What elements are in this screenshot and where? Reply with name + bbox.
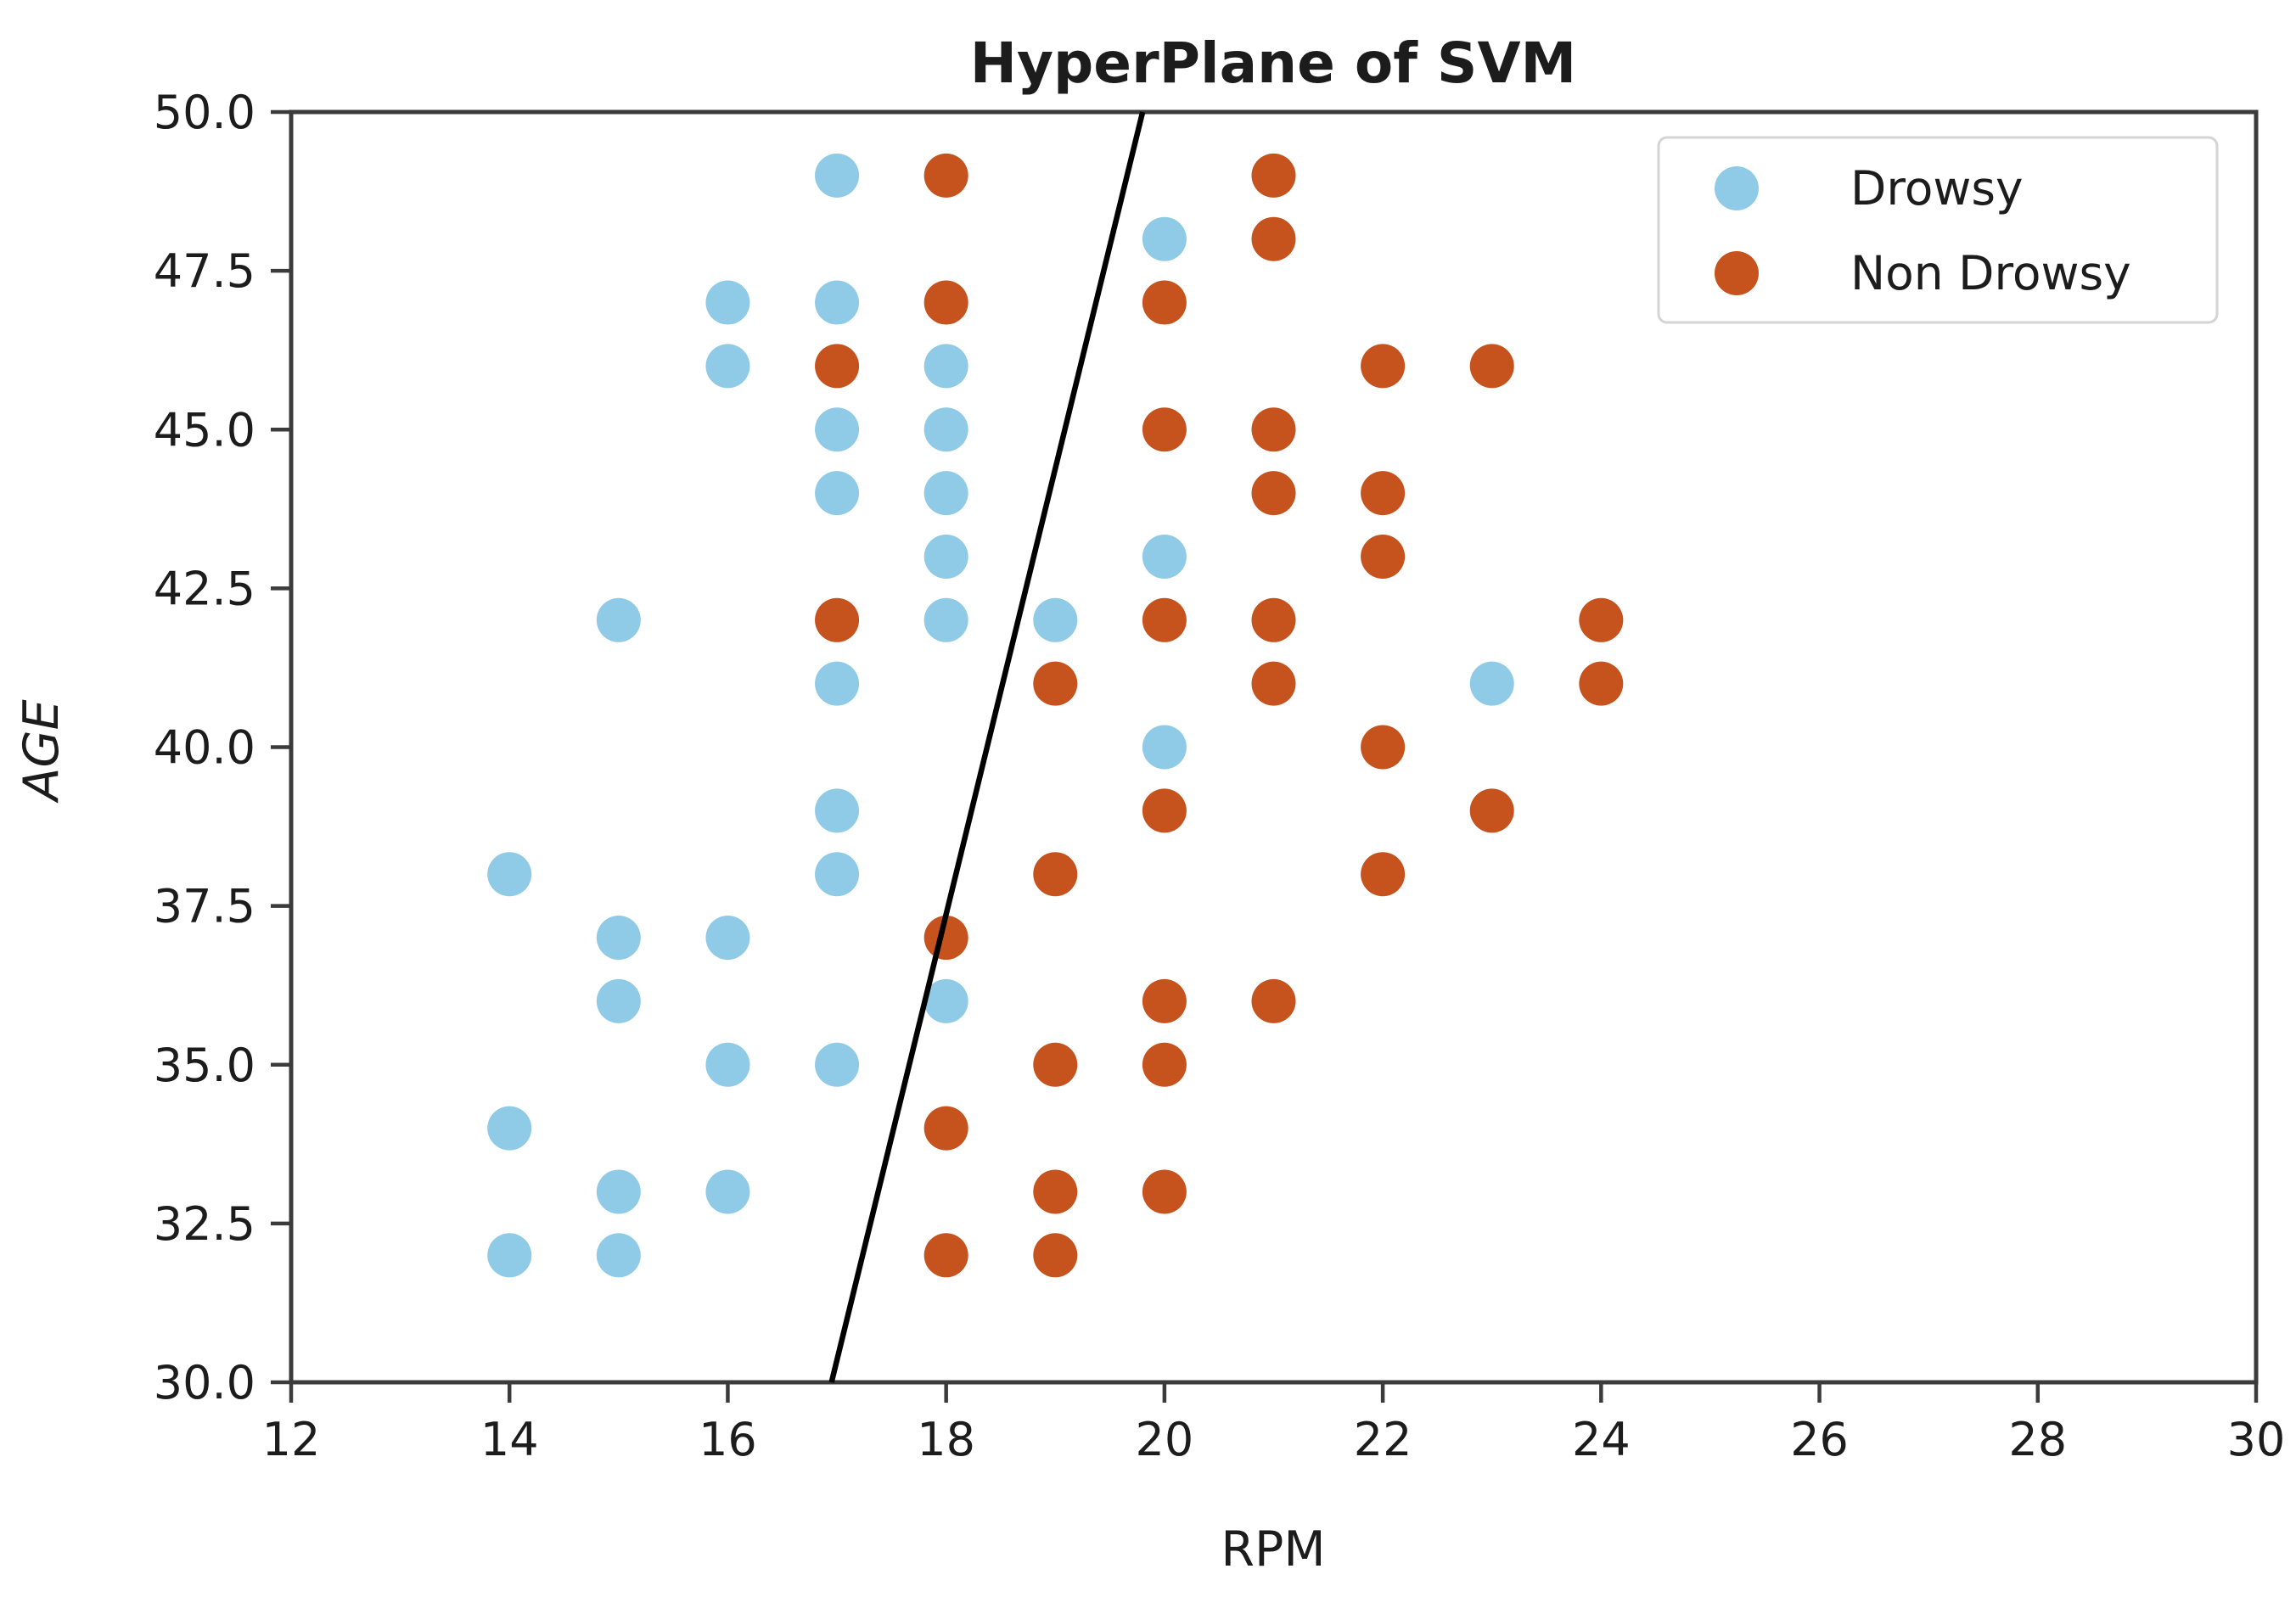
y-tick-label: 45.0 [154,403,255,457]
x-tick-label: 20 [1136,1413,1194,1466]
x-tick-label: 14 [480,1413,539,1466]
data-point-non-drowsy [1142,1169,1187,1214]
data-point-drowsy [1142,534,1187,579]
data-point-non-drowsy [1033,852,1078,897]
data-point-non-drowsy [815,597,860,642]
data-point-drowsy [923,597,968,642]
data-point-drowsy [1142,216,1187,261]
data-point-drowsy [923,407,968,452]
data-point-drowsy [487,1106,532,1151]
data-point-non-drowsy [923,153,968,198]
data-point-non-drowsy [923,1106,968,1151]
data-point-non-drowsy [1251,153,1296,198]
x-tick-label: 30 [2227,1413,2286,1466]
data-point-drowsy [596,916,641,961]
data-point-drowsy [923,471,968,516]
data-point-non-drowsy [1142,597,1187,642]
data-point-non-drowsy [923,280,968,325]
legend-marker-drowsy-icon [1715,166,1759,210]
data-point-drowsy [1033,597,1078,642]
x-tick-label: 24 [1572,1413,1631,1466]
data-point-drowsy [815,471,860,516]
data-point-non-drowsy [1361,534,1406,579]
data-point-drowsy [815,153,860,198]
data-point-drowsy [705,1169,750,1214]
y-tick-label: 42.5 [154,562,255,615]
plot-area: 12 14 16 18 20 22 24 26 28 30 30.0 32.5 35.0 37.5 40.0… [154,86,2286,1466]
y-tick-label: 32.5 [154,1197,255,1251]
data-point-drowsy [1469,661,1514,706]
data-point-drowsy [596,978,641,1023]
y-tick-label: 40.0 [154,721,255,775]
x-tick-label: 18 [917,1413,975,1466]
data-point-non-drowsy [1251,471,1296,516]
data-point-drowsy [487,852,532,897]
data-point-non-drowsy [1251,407,1296,452]
y-tick-label: 37.5 [154,880,255,933]
data-point-drowsy [815,1042,860,1087]
data-point-non-drowsy [1361,344,1406,389]
chart-title: HyperPlane of SVM [970,31,1576,96]
data-point-drowsy [923,534,968,579]
data-point-drowsy [815,852,860,897]
data-point-drowsy [705,916,750,961]
y-tick-label: 47.5 [154,244,255,298]
data-point-non-drowsy [1469,344,1514,389]
data-point-non-drowsy [1251,978,1296,1023]
data-point-non-drowsy [1033,1042,1078,1087]
legend-box [1657,136,2219,324]
data-point-drowsy [705,344,750,389]
data-point-drowsy [815,661,860,706]
data-point-non-drowsy [1361,471,1406,516]
data-point-non-drowsy [1251,597,1296,642]
data-point-non-drowsy [1361,725,1406,770]
data-point-non-drowsy [815,344,860,389]
data-point-non-drowsy [1142,280,1187,325]
x-tick-label: 12 [262,1413,321,1466]
data-point-non-drowsy [1033,1233,1078,1278]
x-tick-label: 22 [1354,1413,1412,1466]
x-axis-label: RPM [1221,1521,1325,1577]
data-point-non-drowsy [1033,661,1078,706]
data-point-non-drowsy [1251,661,1296,706]
data-point-drowsy [596,1169,641,1214]
y-tick-label: 30.0 [154,1356,255,1409]
hyperplane-line [828,111,1146,1383]
data-point-non-drowsy [1142,978,1187,1023]
x-tick-label: 16 [699,1413,757,1466]
data-point-drowsy [596,1233,641,1278]
legend: Drowsy Non Drowsy [1657,136,2219,324]
x-tick-label: 26 [1790,1413,1849,1466]
legend-marker-non-drowsy-icon [1715,251,1759,295]
y-tick-label: 35.0 [154,1039,255,1092]
data-point-non-drowsy [1579,661,1624,706]
data-point-non-drowsy [1142,788,1187,833]
legend-label-non-drowsy: Non Drowsy [1850,246,2131,300]
data-point-drowsy [815,788,860,833]
data-point-drowsy [923,978,968,1023]
data-point-non-drowsy [1251,216,1296,261]
data-point-non-drowsy [1142,407,1187,452]
x-tick-label: 28 [2008,1413,2067,1466]
data-point-drowsy [815,280,860,325]
data-point-drowsy [923,344,968,389]
data-point-non-drowsy [1142,1042,1187,1087]
data-point-non-drowsy [923,1233,968,1278]
y-axis-label: AGE [14,699,70,804]
legend-label-drowsy: Drowsy [1850,161,2024,216]
data-point-drowsy [705,1042,750,1087]
data-point-drowsy [1142,725,1187,770]
data-point-non-drowsy [1579,597,1624,642]
data-point-drowsy [487,1233,532,1278]
data-point-drowsy [705,280,750,325]
data-point-drowsy [815,407,860,452]
y-tick-label: 50.0 [154,86,255,139]
data-point-non-drowsy [1361,852,1406,897]
data-point-non-drowsy [1033,1169,1078,1214]
data-point-drowsy [596,597,641,642]
data-point-non-drowsy [1469,788,1514,833]
